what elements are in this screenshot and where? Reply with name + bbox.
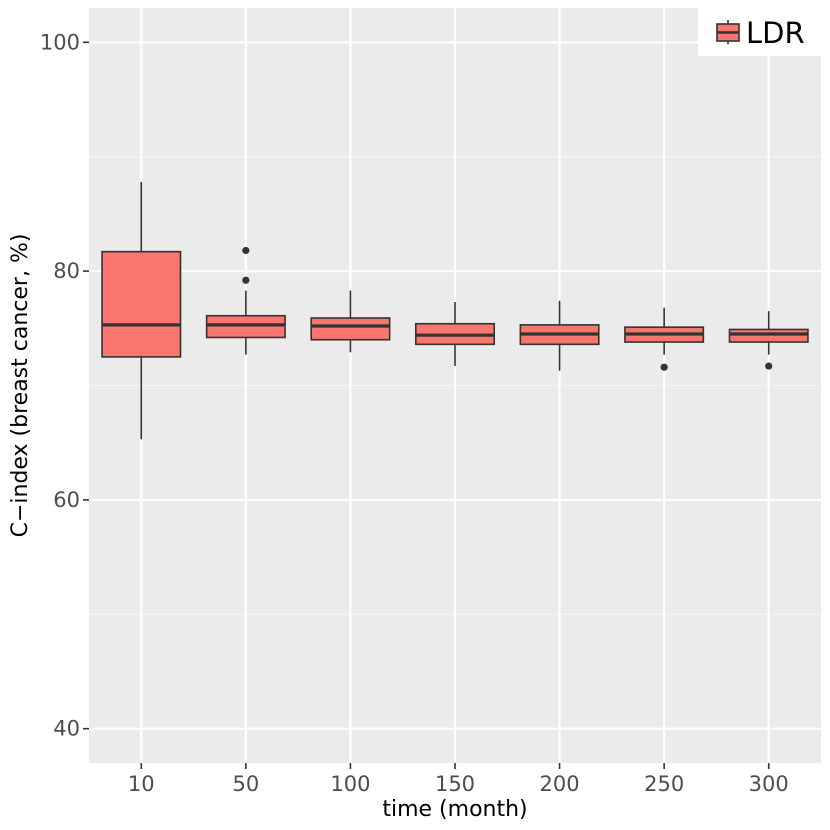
x-tick-label: 300 xyxy=(749,772,789,796)
box-iqr xyxy=(101,250,182,358)
box-100 xyxy=(310,290,391,353)
box-300 xyxy=(728,311,809,370)
y-tick-label: 40 xyxy=(53,717,80,741)
outlier-point xyxy=(765,362,773,370)
outlier-point xyxy=(242,246,250,255)
y-tick-label: 100 xyxy=(40,30,80,54)
box-50 xyxy=(205,246,286,355)
x-axis-ticks: 10 50 100 150 200 250 300 xyxy=(128,763,789,796)
boxplot-series-ldr xyxy=(101,181,809,440)
outlier-point xyxy=(242,276,250,284)
box-10 xyxy=(101,181,182,440)
legend: LDR xyxy=(698,8,821,56)
box-iqr xyxy=(728,328,809,343)
x-tick-label: 150 xyxy=(435,772,475,796)
y-tick-label: 60 xyxy=(53,488,80,512)
x-tick-label: 250 xyxy=(644,772,684,796)
x-tick-label: 200 xyxy=(540,772,580,796)
x-tick-label: 50 xyxy=(232,772,259,796)
x-tick-label: 10 xyxy=(128,772,155,796)
box-iqr xyxy=(310,317,391,341)
box-iqr xyxy=(205,314,286,339)
x-tick-label: 100 xyxy=(330,772,370,796)
y-tick-label: 80 xyxy=(53,259,80,283)
outlier-point xyxy=(660,363,668,371)
y-axis-title: C−index (breast cancer, %) xyxy=(8,234,33,538)
box-250 xyxy=(624,307,705,371)
box-200 xyxy=(519,300,600,371)
box-150 xyxy=(414,301,496,367)
y-axis-ticks: 40 60 80 100 xyxy=(40,30,89,741)
legend-label-ldr: LDR xyxy=(746,16,805,50)
x-axis-title: time (month) xyxy=(382,797,527,822)
